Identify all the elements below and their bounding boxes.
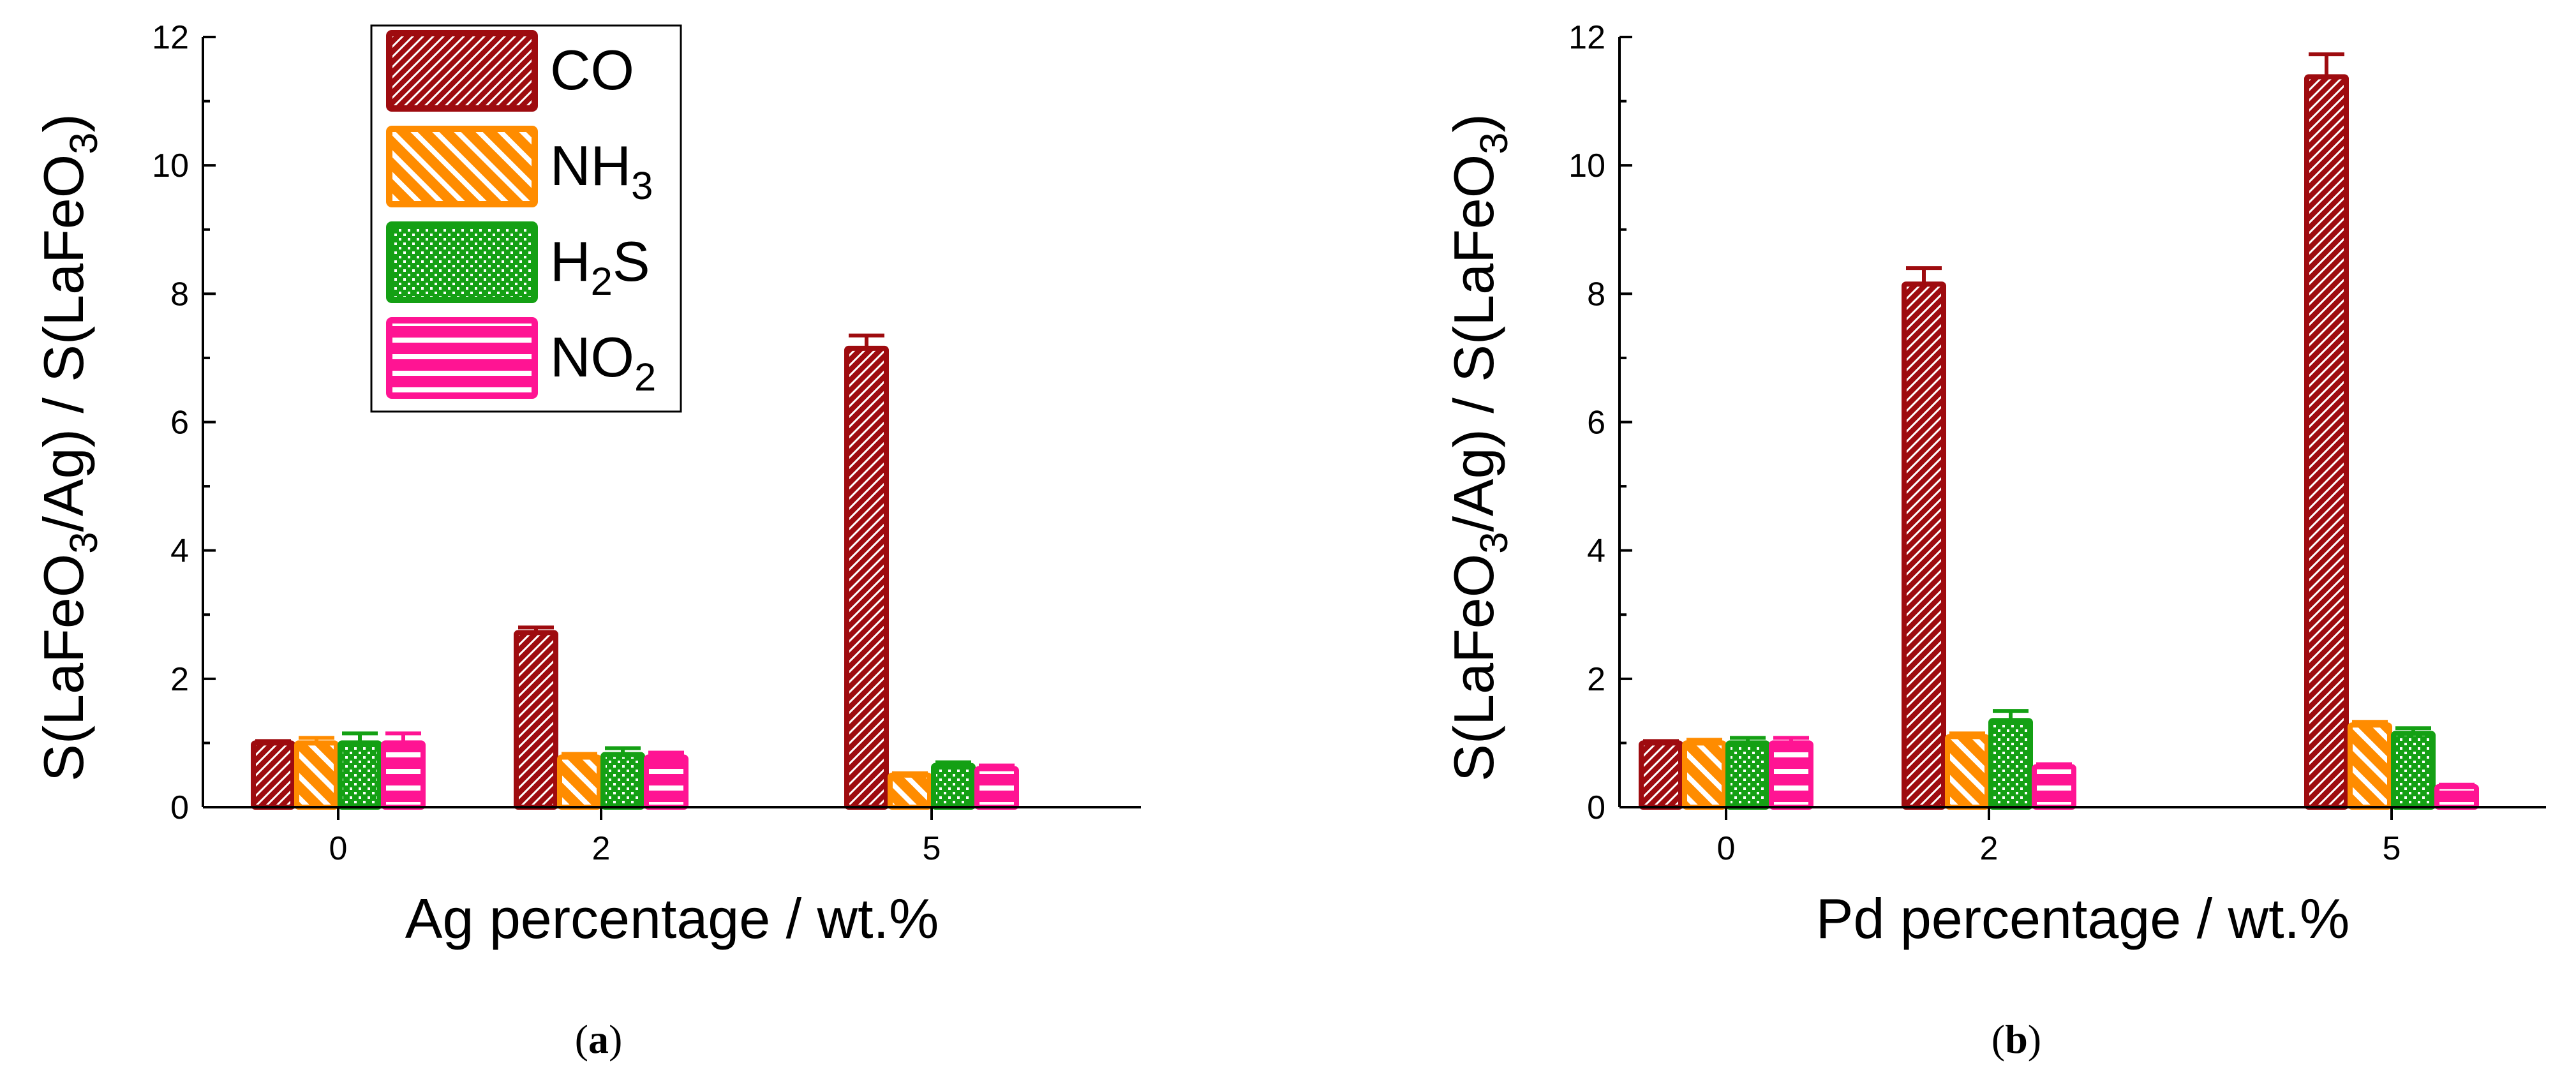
y-tick-label: 4 — [170, 533, 189, 570]
y-tick-label: 8 — [170, 276, 189, 313]
legend-label-co: CO — [550, 38, 634, 101]
legend-swatch-co — [386, 30, 538, 112]
panel-caption: (b) — [1992, 1016, 2041, 1062]
y-tick-label: 2 — [1587, 661, 1605, 698]
bar-nh3-2 — [1945, 734, 1990, 810]
bar-h2s-5 — [931, 763, 976, 810]
bar-h2s-0 — [1725, 740, 1770, 810]
x-tick-label: 2 — [592, 830, 611, 867]
x-tick-label: 5 — [2383, 830, 2401, 867]
bar-co-5 — [844, 345, 889, 810]
bar-h2s-2 — [1988, 718, 2033, 810]
bar-co-0 — [1639, 740, 1683, 810]
legend-label-h2s: H2S — [550, 230, 650, 304]
bar-no2-5 — [2434, 784, 2479, 810]
bar-no2-0 — [1769, 740, 1813, 810]
x-axis-label: Ag percentage / wt.% — [405, 887, 939, 950]
x-tick-label: 0 — [1717, 830, 1736, 867]
legend-swatch-no2 — [386, 317, 538, 399]
bar-co-5 — [2304, 74, 2349, 810]
legend-swatch-h2s — [386, 221, 538, 303]
y-axis-label: S(LaFeO3/Ag) / S(LaFeO3) — [1442, 114, 1516, 782]
legend-label-nh3: NH3 — [550, 134, 653, 208]
legend-swatch-nh3 — [386, 126, 538, 207]
y-tick-label: 12 — [152, 19, 189, 56]
bar-nh3-5 — [888, 772, 932, 810]
y-tick-label: 6 — [1587, 405, 1605, 442]
x-tick-label: 5 — [923, 830, 941, 867]
y-tick-label: 10 — [152, 147, 189, 184]
x-axis-label: Pd percentage / wt.% — [1816, 887, 2349, 950]
chart-panel-b: 0 2 4 6 8 10 12 0 2 5 Pd percentage / wt.% S(LaFeO3… — [1442, 19, 2546, 1062]
y-tick-label: 4 — [1587, 533, 1605, 570]
y-tick-label: 2 — [170, 661, 189, 698]
y-tick-label: 0 — [1587, 789, 1605, 826]
y-tick-label: 12 — [1568, 19, 1605, 56]
panel-caption: (a) — [575, 1016, 623, 1062]
y-tick-label: 0 — [170, 789, 189, 826]
bar-h2s-2 — [600, 752, 645, 810]
bar-co-0 — [251, 740, 295, 810]
y-axis-label: S(LaFeO3/Ag) / S(LaFeO3) — [32, 114, 106, 782]
bar-h2s-0 — [338, 740, 382, 810]
bar-nh3-0 — [1682, 740, 1727, 810]
y-tick-label: 10 — [1568, 147, 1605, 184]
x-tick-label: 2 — [1980, 830, 1999, 867]
legend: CO NH3 H2S NO2 — [370, 24, 682, 413]
bar-no2-2 — [2032, 764, 2076, 810]
bar-co-2 — [1902, 281, 1946, 810]
legend-label-no2: NO2 — [550, 325, 656, 399]
chart-panel-a: 0 2 4 6 8 10 12 0 2 5 Ag percentage / wt.% S(LaFeO3… — [32, 19, 1141, 1062]
bar-co-2 — [514, 630, 558, 810]
bar-no2-5 — [974, 766, 1019, 810]
bar-nh3-5 — [2348, 722, 2392, 810]
y-tick-label: 6 — [170, 405, 189, 442]
bar-h2s-5 — [2391, 731, 2436, 810]
bar-no2-0 — [381, 740, 426, 810]
bar-nh3-0 — [294, 740, 339, 810]
y-tick-label: 8 — [1587, 276, 1605, 313]
bar-no2-2 — [644, 754, 689, 810]
bar-nh3-2 — [557, 754, 602, 810]
x-tick-label: 0 — [329, 830, 348, 867]
